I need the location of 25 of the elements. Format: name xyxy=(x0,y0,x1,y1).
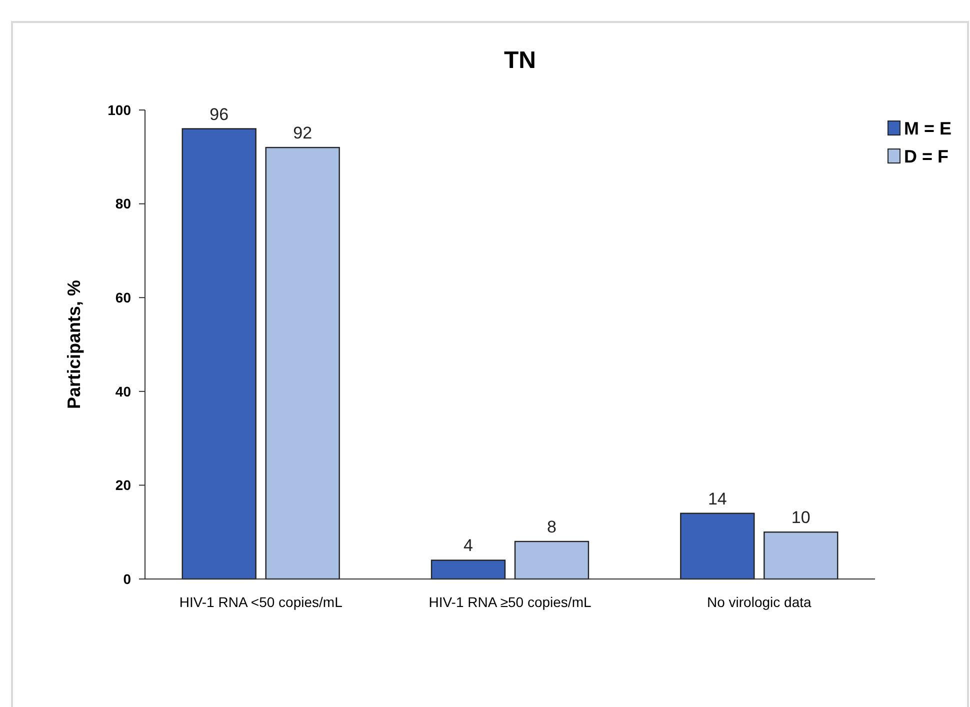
data-label: 8 xyxy=(547,517,556,536)
bar xyxy=(430,560,506,580)
data-label: 14 xyxy=(708,489,727,508)
bar xyxy=(680,512,755,580)
legend-label: D = F xyxy=(904,146,949,166)
data-label: 96 xyxy=(210,104,229,124)
x-tick-label: No virologic data xyxy=(707,594,812,610)
y-tick-label: 80 xyxy=(115,196,132,212)
data-label: 4 xyxy=(464,536,473,556)
x-tick-label: HIV-1 RNA ≥50 copies/mL xyxy=(428,594,592,610)
y-tick-label: 60 xyxy=(115,290,132,306)
legend-label: M = E xyxy=(904,118,952,138)
bar xyxy=(514,540,590,580)
y-tick-label: 100 xyxy=(108,102,132,118)
x-tick-label: HIV-1 RNA <50 copies/mL xyxy=(179,594,343,610)
y-tick-label: 20 xyxy=(115,477,132,494)
bar xyxy=(182,128,256,580)
y-tick-label: 40 xyxy=(115,383,132,400)
data-label: 92 xyxy=(293,124,312,143)
data-label: 10 xyxy=(791,508,810,528)
chart-title: TN xyxy=(504,47,536,74)
bar xyxy=(265,146,340,580)
bar xyxy=(764,532,838,580)
y-axis-title: Participants, % xyxy=(64,280,84,410)
y-tick-label: 0 xyxy=(123,570,132,587)
